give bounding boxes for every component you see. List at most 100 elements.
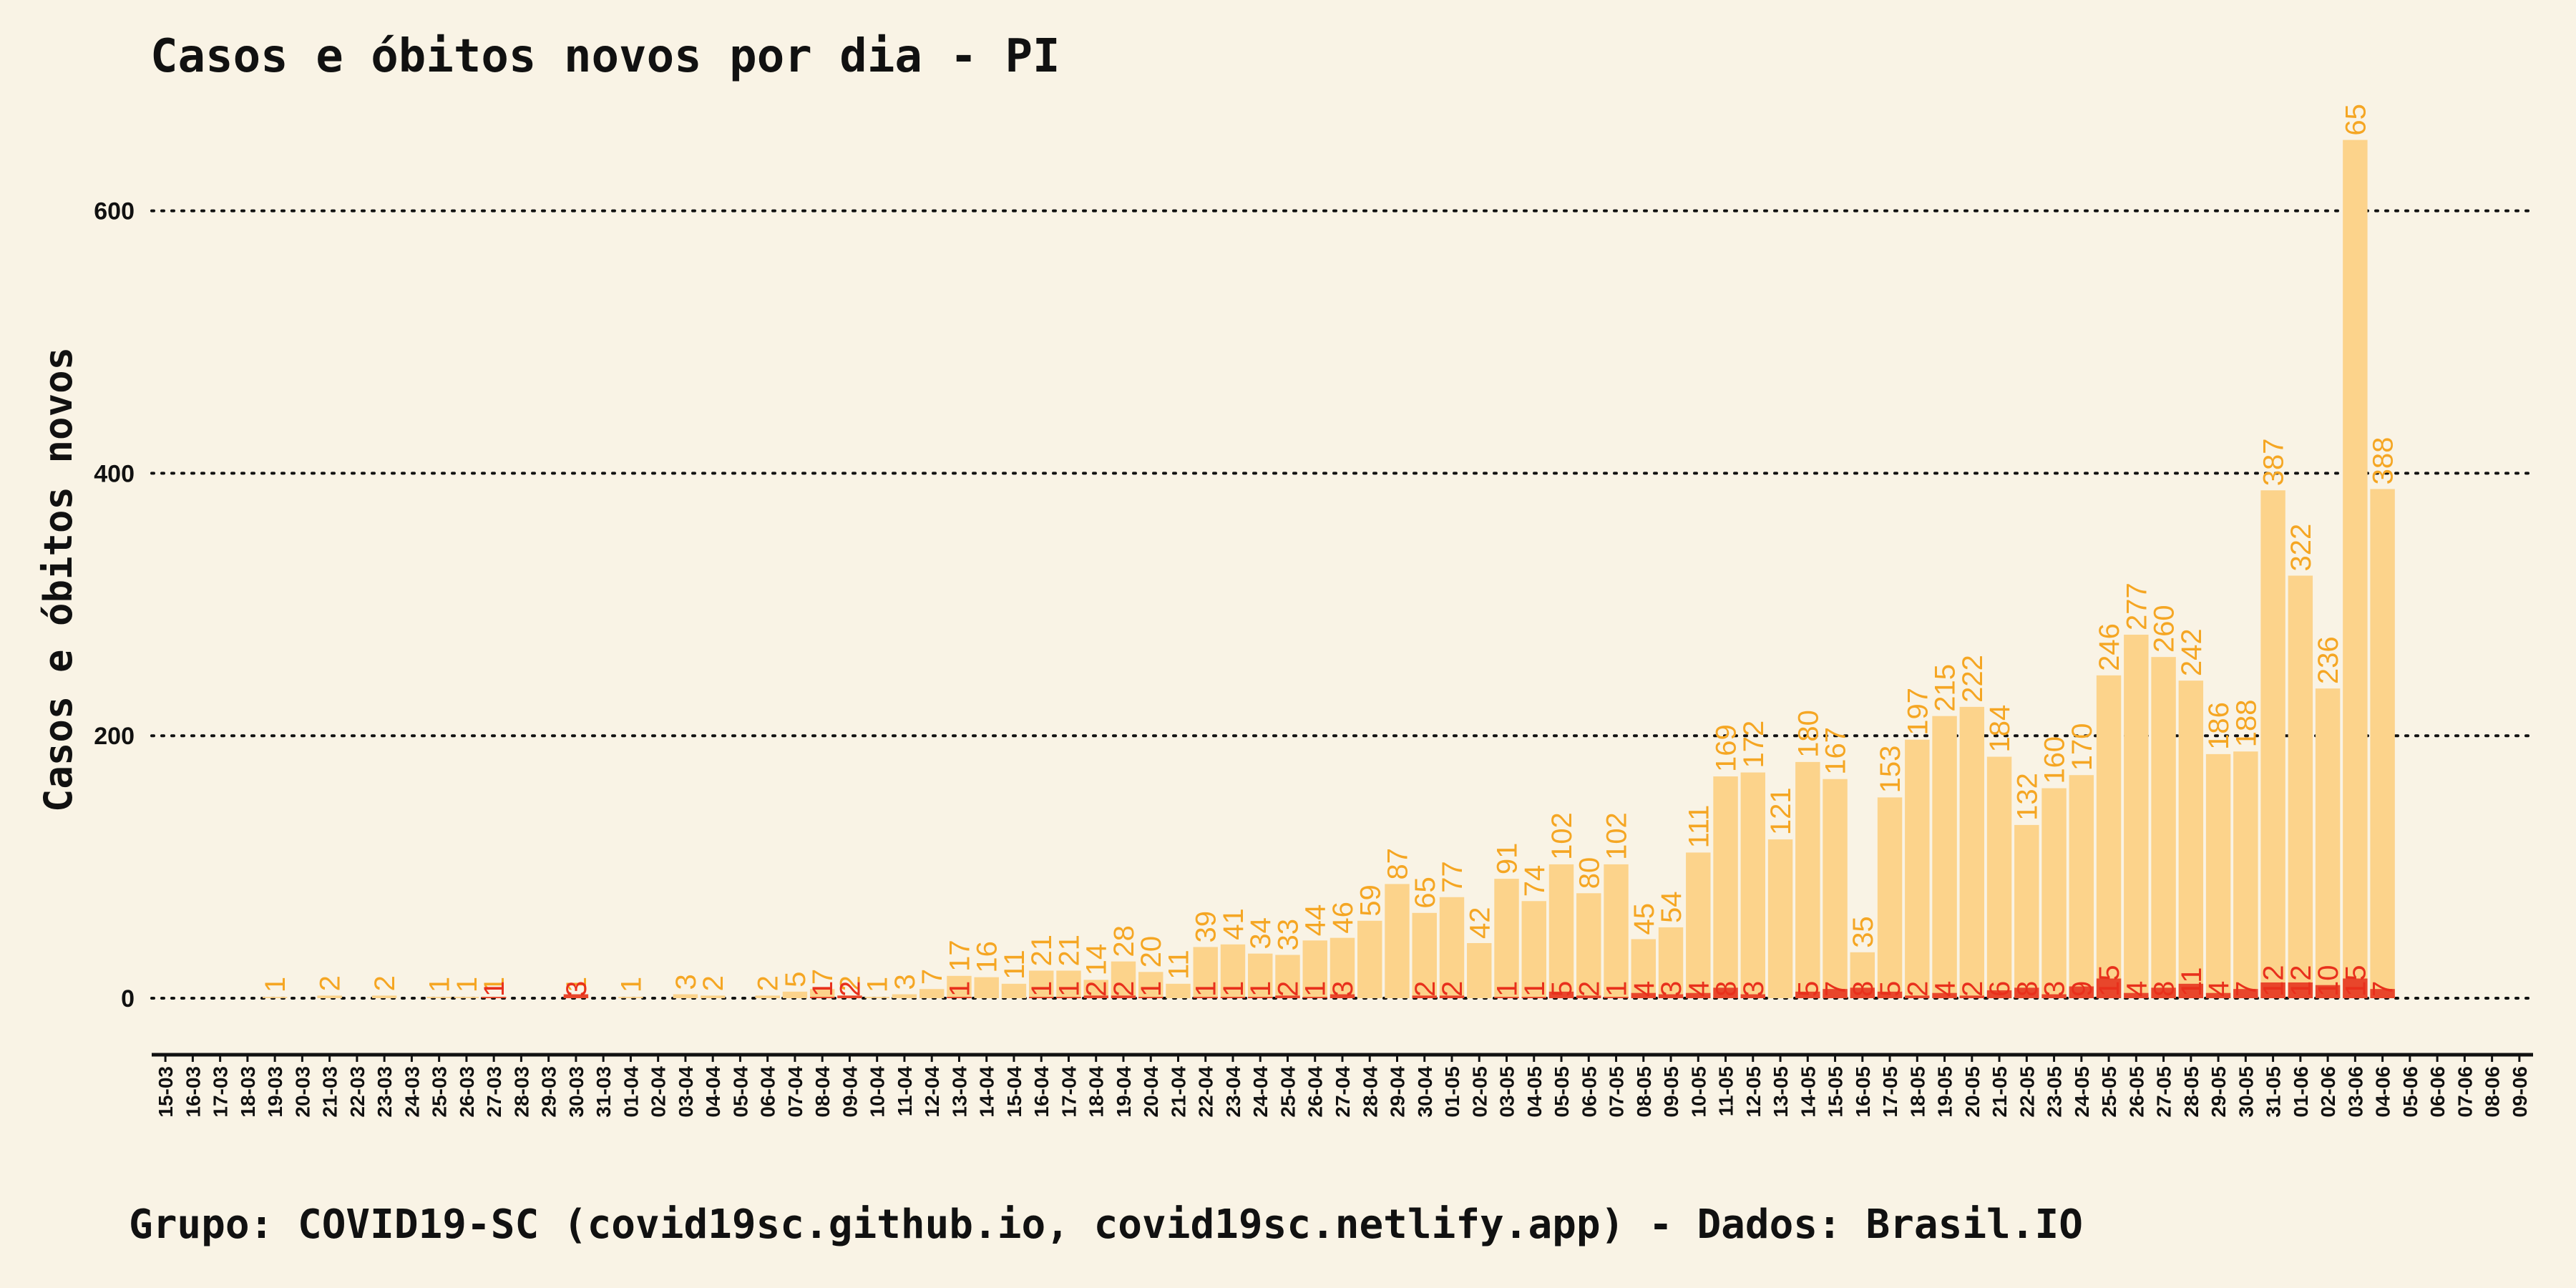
case-value-label: 1 — [862, 977, 894, 992]
case-bar — [1795, 761, 1820, 998]
x-tick-label: 18-03 — [237, 1066, 259, 1118]
x-tick-label: 28-05 — [2180, 1066, 2202, 1118]
case-value-label: 1 — [479, 977, 510, 992]
case-bar — [2069, 775, 2094, 998]
x-tick-label: 13-04 — [948, 1066, 970, 1118]
case-bar — [1193, 947, 1218, 998]
x-tick-label: 24-03 — [401, 1066, 423, 1118]
death-value-label: 2 — [1902, 981, 1933, 997]
case-bar — [1467, 942, 1492, 998]
death-value-label: 1 — [1519, 981, 1551, 997]
case-bar — [1412, 912, 1437, 998]
case-bar — [1302, 940, 1327, 998]
case-value-label: 2 — [834, 975, 866, 991]
case-bar — [1166, 983, 1191, 998]
death-bar — [1713, 987, 1738, 998]
x-tick-label: 21-04 — [1167, 1066, 1189, 1118]
death-value-label: 3 — [1327, 981, 1359, 997]
x-tick-label: 28-03 — [510, 1066, 532, 1118]
death-bar — [2124, 992, 2149, 998]
case-value-label: 91 — [1492, 843, 1523, 875]
death-bar — [1083, 995, 1108, 998]
case-bar — [809, 989, 835, 998]
x-tick-label: 06-06 — [2426, 1066, 2449, 1118]
death-bar — [1056, 997, 1081, 998]
case-bar — [2233, 751, 2258, 998]
x-tick-label: 16-04 — [1030, 1066, 1053, 1118]
death-value-label: 3 — [2039, 981, 2071, 997]
x-tick-label: 03-05 — [1496, 1066, 1518, 1118]
x-tick-label: 07-06 — [2454, 1066, 2476, 1118]
case-bar — [2288, 575, 2313, 998]
case-bar — [618, 997, 643, 998]
death-bar — [2233, 989, 2258, 998]
death-value-label: 4 — [2203, 981, 2235, 997]
case-value-label: 2 — [369, 975, 401, 991]
case-value-label: 172 — [1738, 721, 1770, 769]
death-bar — [1631, 992, 1656, 998]
case-value-label: 153 — [1875, 746, 1906, 794]
death-value-label: 4 — [1683, 981, 1714, 997]
death-value-label: 1 — [1245, 981, 1277, 997]
x-tick-label: 25-04 — [1277, 1066, 1299, 1118]
x-tick-label: 24-04 — [1249, 1066, 1272, 1118]
case-bar — [1713, 776, 1738, 998]
case-bar — [1056, 970, 1081, 998]
case-value-label: 169 — [1711, 724, 1742, 772]
x-tick-label: 27-04 — [1332, 1066, 1354, 1118]
death-value-label: 15 — [2094, 965, 2125, 997]
death-value-label: 2 — [1410, 981, 1441, 997]
death-bar — [837, 995, 862, 998]
case-bar — [673, 994, 698, 998]
case-value-label: 215 — [1930, 664, 1961, 712]
case-value-label: 236 — [2313, 636, 2344, 684]
death-value-label: 8 — [1848, 981, 1879, 997]
case-bar — [2315, 688, 2341, 998]
case-bar — [2151, 657, 2176, 998]
x-tick-label: 10-04 — [867, 1066, 889, 1118]
death-bar — [1302, 997, 1327, 998]
case-bar — [1548, 864, 1574, 998]
case-value-label: 246 — [2094, 623, 2125, 671]
death-value-label: 2 — [834, 981, 866, 997]
death-value-label: 5 — [1792, 981, 1824, 997]
death-bar — [1905, 995, 1930, 998]
death-bar — [2343, 978, 2368, 998]
case-value-label: 5 — [780, 972, 811, 987]
case-value-label: 102 — [1546, 812, 1578, 860]
case-value-label: 41 — [1218, 908, 1249, 940]
case-bar — [892, 994, 917, 998]
x-tick-label: 01-05 — [1441, 1066, 1463, 1118]
case-bar — [1111, 961, 1136, 998]
case-bar — [700, 995, 726, 998]
x-tick-label: 05-05 — [1551, 1066, 1573, 1118]
case-bar — [454, 997, 479, 998]
case-value-label: 7 — [917, 969, 948, 985]
death-bar — [1686, 992, 1711, 998]
death-bar — [1850, 987, 1875, 998]
case-bar — [1001, 983, 1027, 998]
x-tick-label: 01-04 — [620, 1066, 642, 1118]
death-bar — [563, 994, 589, 998]
death-bar — [2260, 982, 2285, 998]
case-bar — [1275, 955, 1300, 998]
x-tick-label: 19-04 — [1113, 1066, 1135, 1118]
death-bar — [1029, 997, 1054, 998]
death-bar — [1248, 997, 1273, 998]
death-value-label: 12 — [2258, 965, 2290, 997]
x-tick-label: 05-04 — [729, 1066, 751, 1118]
x-tick-label: 02-05 — [1468, 1066, 1491, 1118]
death-bar — [2370, 989, 2395, 998]
case-value-label: 322 — [2285, 524, 2317, 572]
case-value-label: 17 — [944, 940, 975, 972]
x-tick-label: 20-03 — [291, 1066, 313, 1118]
death-bar — [1658, 994, 1684, 998]
case-bar — [1932, 716, 1957, 998]
x-tick-label: 15-04 — [1003, 1066, 1025, 1118]
case-value-label: 188 — [2230, 699, 2262, 747]
death-bar — [1330, 994, 1355, 998]
case-value-label: 197 — [1902, 688, 1933, 736]
x-tick-label: 15-05 — [1825, 1066, 1847, 1118]
death-bar — [1604, 997, 1629, 998]
case-bar — [1330, 937, 1355, 998]
